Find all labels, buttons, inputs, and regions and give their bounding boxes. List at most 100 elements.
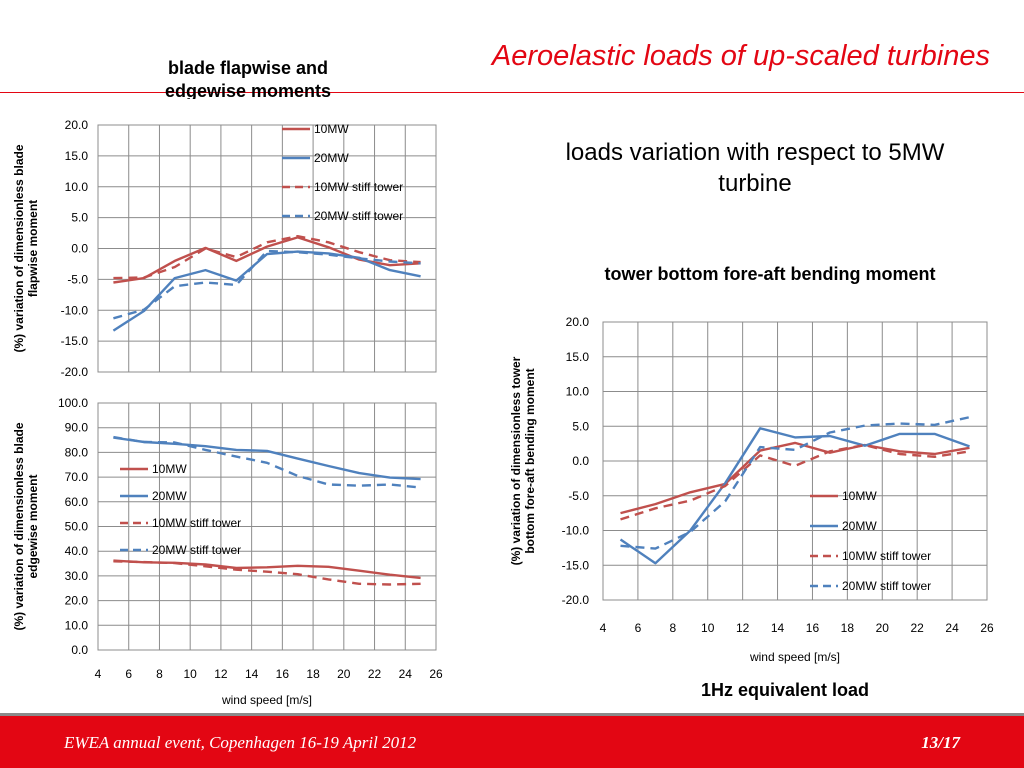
data-point [724, 482, 726, 484]
legend-label: 10MW stiff tower [314, 180, 403, 194]
y-tick-label: 80.0 [65, 445, 89, 459]
legend-label: 10MW [842, 489, 877, 503]
series-line-10mw [620, 441, 970, 515]
x-tick-label: 12 [736, 621, 750, 635]
data-point [620, 545, 622, 547]
x-tick-label: 18 [841, 621, 855, 635]
series-line-20mw [619, 427, 970, 565]
data-point [899, 453, 901, 455]
y-tick-label: 0.0 [71, 643, 88, 657]
data-point [759, 446, 761, 448]
y-tick-label: 15.0 [65, 149, 89, 163]
x-tick-label: 4 [600, 621, 607, 635]
x-tick-label: 8 [156, 667, 163, 681]
data-point [899, 423, 901, 425]
y-tick-label: 50.0 [65, 520, 89, 534]
data-point [864, 425, 866, 427]
data-point [969, 450, 971, 452]
data-point [620, 539, 622, 541]
legend-label: 20MW stiff tower [152, 543, 241, 557]
y-tick-label: 100.0 [58, 396, 88, 410]
y-axis-label: (%) variation of dimensionless bladeflap… [12, 144, 40, 352]
x-tick-label: 14 [771, 621, 785, 635]
x-tick-label: 26 [429, 667, 443, 681]
data-point [934, 456, 936, 458]
x-tick-label: 22 [368, 667, 382, 681]
data-point [864, 444, 866, 446]
x-tick-label: 18 [306, 667, 320, 681]
series-line-10mw-stiff-tower [620, 443, 970, 521]
x-axis-label: wind speed [m/s] [749, 650, 840, 664]
y-tick-label: -15.0 [562, 558, 590, 572]
y-tick-label: -20.0 [61, 365, 89, 379]
legend-label: 20MW [842, 519, 877, 533]
y-tick-label: -10.0 [562, 524, 590, 538]
data-point [934, 453, 936, 455]
data-point [759, 455, 761, 457]
data-point [655, 562, 657, 564]
legend-label: 10MW [314, 122, 349, 136]
legend-label: 20MW stiff tower [314, 209, 403, 223]
data-point [655, 548, 657, 550]
legend-label: 20MW [152, 489, 187, 503]
series-line-20mw-stiff-tower [620, 416, 970, 550]
y-tick-label: -5.0 [67, 272, 88, 286]
data-point [934, 433, 936, 435]
legend-label: 10MW stiff tower [152, 516, 241, 530]
x-tick-label: 4 [95, 667, 102, 681]
series-line-10mw-stiff-tower [113, 234, 421, 280]
y-tick-label: -20.0 [562, 593, 590, 607]
y-tick-label: -5.0 [568, 489, 589, 503]
y-axis-label: (%) variation of dimensionless towerbott… [509, 356, 537, 565]
x-tick-label: 14 [245, 667, 259, 681]
x-tick-label: 16 [806, 621, 820, 635]
data-point [689, 500, 691, 502]
x-tick-label: 22 [911, 621, 925, 635]
data-point [829, 432, 831, 434]
data-point [794, 442, 796, 444]
y-tick-label: 0.0 [71, 242, 88, 256]
title-divider [0, 92, 1024, 93]
data-point [689, 491, 691, 493]
series-line-10mw-stiff-tower [113, 560, 421, 586]
series-line-20mw-stiff-tower [113, 435, 421, 489]
blade-moments-heading: blade flapwise and edgewise moments [164, 58, 332, 99]
data-point [655, 503, 657, 505]
y-tick-label: 10.0 [65, 618, 89, 632]
y-tick-label: -15.0 [61, 334, 89, 348]
x-tick-label: 24 [945, 621, 959, 635]
y-tick-label: 5.0 [71, 211, 88, 225]
legend-label: 10MW stiff tower [842, 549, 931, 563]
plot-area-border [602, 321, 988, 601]
x-tick-label: 26 [980, 621, 994, 635]
x-tick-label: 20 [876, 621, 890, 635]
x-tick-label: 8 [669, 621, 676, 635]
data-point [899, 450, 901, 452]
y-tick-label: 10.0 [65, 180, 89, 194]
y-tick-label: 5.0 [572, 419, 589, 433]
x-tick-label: 6 [125, 667, 132, 681]
x-tick-label: 20 [337, 667, 351, 681]
y-tick-label: 10.0 [566, 385, 590, 399]
data-point [759, 428, 761, 430]
data-point [794, 465, 796, 467]
y-tick-label: 30.0 [65, 569, 89, 583]
plot-area-border [97, 124, 437, 373]
tower-moment-heading: tower bottom fore-aft bending moment [604, 264, 936, 284]
data-point [969, 416, 971, 418]
y-tick-label: 0.0 [572, 454, 589, 468]
y-tick-label: 20.0 [65, 594, 89, 608]
data-point [829, 450, 831, 452]
data-point [934, 424, 936, 426]
data-point [794, 437, 796, 439]
data-point [655, 507, 657, 509]
plot-area-border [97, 402, 437, 651]
legend-label: 10MW [152, 462, 187, 476]
data-point [899, 433, 901, 435]
x-tick-label: 10 [701, 621, 715, 635]
y-tick-label: 90.0 [65, 421, 89, 435]
y-tick-label: -10.0 [61, 303, 89, 317]
legend-label: 20MW stiff tower [842, 579, 931, 593]
